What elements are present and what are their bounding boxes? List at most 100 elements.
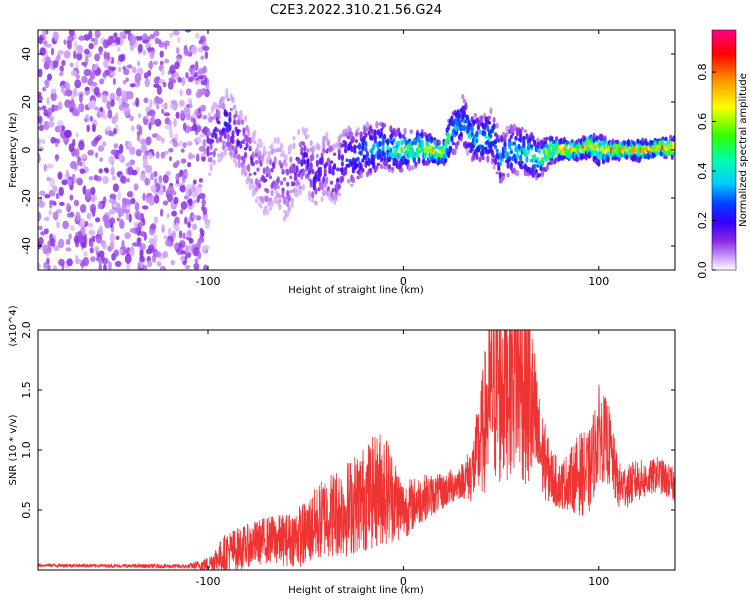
heatmap-cell bbox=[545, 136, 549, 141]
heatmap-cell bbox=[153, 30, 160, 37]
heatmap-cell bbox=[126, 191, 133, 198]
heatmap-cell bbox=[44, 194, 51, 199]
top-x-axis-label: Height of straight line (km) bbox=[288, 285, 424, 296]
heatmap-cell bbox=[426, 137, 430, 143]
heatmap-cell bbox=[56, 138, 61, 144]
heatmap-cell bbox=[329, 180, 334, 185]
heatmap-cell bbox=[272, 148, 276, 154]
heatmap-cell bbox=[359, 174, 363, 179]
heatmap-cell bbox=[113, 128, 117, 135]
heatmap-cell bbox=[173, 118, 177, 128]
heatmap-cell bbox=[311, 168, 315, 174]
heatmap-cell bbox=[159, 60, 164, 66]
heatmap-cell bbox=[415, 152, 420, 159]
heatmap-cell bbox=[161, 104, 168, 109]
heatmap-cell bbox=[153, 83, 160, 88]
heatmap-cell bbox=[495, 134, 499, 140]
heatmap-cell bbox=[386, 145, 390, 150]
heatmap-cell bbox=[180, 158, 187, 164]
heatmap-cell bbox=[317, 187, 321, 192]
heatmap-cell bbox=[228, 111, 232, 118]
heatmap-cell bbox=[181, 76, 186, 87]
heatmap-cell bbox=[47, 73, 52, 81]
heatmap-cell bbox=[409, 129, 413, 134]
heatmap-cell bbox=[94, 246, 100, 251]
heatmap-cell bbox=[175, 222, 180, 231]
heatmap-cell bbox=[525, 133, 529, 140]
heatmap-cell bbox=[384, 162, 388, 168]
heatmap-cell bbox=[38, 211, 42, 222]
colorbar-ticks: 0.0 0.2 0.4 0.6 0.8 bbox=[696, 63, 716, 279]
heatmap-cell bbox=[124, 232, 131, 240]
heatmap-cell bbox=[420, 132, 424, 139]
heatmap-cell bbox=[345, 132, 349, 137]
heatmap-cell bbox=[286, 181, 290, 187]
heatmap-cell bbox=[550, 160, 554, 165]
heatmap-cell bbox=[292, 142, 296, 150]
heatmap-cell bbox=[87, 149, 94, 156]
heatmap-cell bbox=[93, 86, 100, 96]
heatmap-cell bbox=[356, 127, 360, 132]
heatmap-cell bbox=[153, 194, 160, 204]
heatmap-cell bbox=[110, 99, 115, 107]
heatmap-cell bbox=[462, 124, 466, 132]
heatmap-cell bbox=[185, 245, 189, 254]
heatmap-cell bbox=[38, 95, 43, 103]
heatmap-cell bbox=[240, 119, 244, 123]
heatmap-cell bbox=[450, 135, 454, 143]
heatmap-cell bbox=[163, 150, 169, 155]
heatmap-cell bbox=[199, 88, 207, 95]
heatmap-cell bbox=[509, 150, 513, 154]
heatmap-cell bbox=[185, 30, 192, 33]
heatmap-cell bbox=[146, 47, 154, 52]
heatmap-cell bbox=[592, 132, 596, 139]
heatmap-cell bbox=[281, 193, 285, 199]
heatmap-cell bbox=[481, 155, 485, 161]
heatmap-cell bbox=[57, 171, 63, 180]
heatmap-cell bbox=[73, 40, 78, 51]
heatmap-cell bbox=[253, 171, 257, 176]
heatmap-cell bbox=[344, 141, 348, 150]
heatmap-cell bbox=[192, 179, 197, 185]
heatmap-cell bbox=[340, 154, 344, 162]
heatmap-cell bbox=[42, 244, 49, 249]
heatmap-cell bbox=[128, 248, 135, 257]
heatmap-cell bbox=[664, 136, 668, 142]
snr-series-line bbox=[38, 330, 675, 570]
heatmap-cell bbox=[195, 60, 199, 71]
heatmap-cell bbox=[180, 110, 185, 119]
heatmap-cell bbox=[492, 123, 496, 130]
heatmap-cell bbox=[153, 216, 158, 224]
heatmap-cell bbox=[317, 144, 321, 151]
heatmap-cell bbox=[286, 190, 290, 196]
heatmap-cell bbox=[295, 179, 299, 183]
heatmap-cell bbox=[311, 198, 315, 203]
heatmap-cell bbox=[309, 183, 313, 188]
heatmap-cell bbox=[174, 133, 178, 141]
heatmap-cell bbox=[548, 141, 552, 149]
heatmap-cell bbox=[211, 139, 215, 144]
heatmap-cell bbox=[492, 164, 496, 171]
heatmap-cell bbox=[188, 237, 194, 244]
heatmap-cell bbox=[208, 112, 212, 117]
heatmap-cell bbox=[169, 103, 175, 110]
heatmap-cell bbox=[304, 152, 309, 158]
heatmap-cell bbox=[133, 221, 138, 229]
heatmap-cell bbox=[38, 36, 43, 45]
heatmap-cell bbox=[195, 153, 200, 162]
heatmap-cell bbox=[339, 133, 343, 139]
heatmap-cell bbox=[192, 118, 197, 126]
heatmap-cell bbox=[179, 209, 184, 215]
heatmap-cell bbox=[91, 99, 96, 108]
heatmap-cell bbox=[103, 51, 108, 60]
heatmap-cell bbox=[525, 156, 529, 163]
colorbar-tick-label: 0.2 bbox=[696, 212, 709, 230]
heatmap-cell bbox=[253, 129, 257, 137]
heatmap-cell bbox=[65, 169, 69, 178]
heatmap-cell bbox=[231, 130, 235, 137]
heatmap-cell bbox=[160, 266, 165, 270]
heatmap-cell bbox=[484, 135, 488, 139]
heatmap-cell bbox=[190, 185, 196, 193]
heatmap-cell bbox=[268, 206, 273, 211]
heatmap-cell bbox=[129, 83, 136, 88]
